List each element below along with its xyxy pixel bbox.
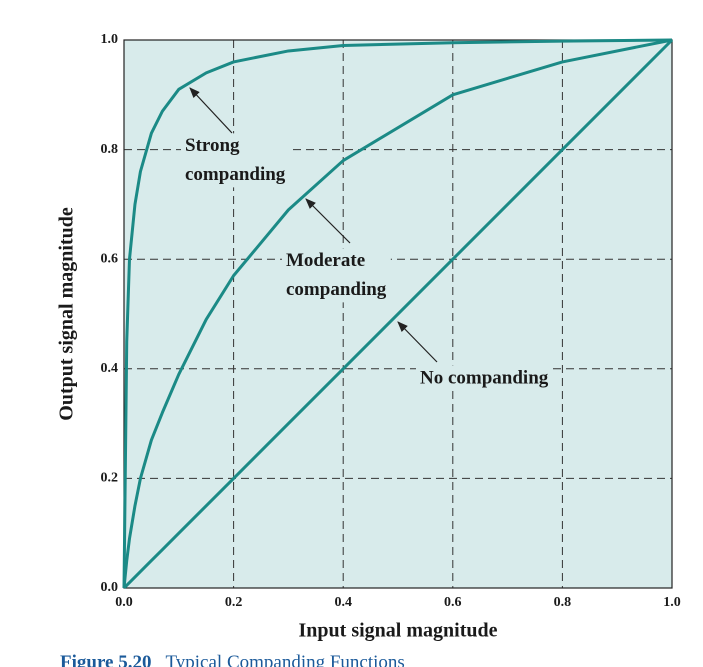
y-tick-label: 1.0 xyxy=(101,32,119,47)
plot-area: 0.0 0.2 0.4 0.6 0.8 1.0 0.0 0.2 0.4 0.6 0.8 1.0 Stro… xyxy=(101,32,681,610)
annotation-arrow xyxy=(189,87,233,134)
series-line xyxy=(122,38,673,589)
x-tick-label: 0.6 xyxy=(444,595,462,610)
x-tick-label: 0.2 xyxy=(225,595,243,610)
y-tick-label: 0.4 xyxy=(101,361,119,376)
y-axis-title: Output signal magnitude xyxy=(56,207,78,421)
series-line xyxy=(122,38,673,589)
y-tick-label: 0.2 xyxy=(101,471,119,486)
annotation: No companding xyxy=(420,367,549,388)
y-tick-label: 0.6 xyxy=(101,251,119,266)
annotation: Moderate companding xyxy=(286,250,387,300)
x-tick-label: 0.8 xyxy=(554,595,572,610)
series-line xyxy=(122,38,674,590)
x-tick-label: 0.0 xyxy=(115,595,133,610)
y-tick-label: 0.8 xyxy=(101,142,119,157)
x-axis-title: Input signal magnitude xyxy=(299,620,498,642)
annotation-background xyxy=(181,133,290,188)
y-tick-label: 0.0 xyxy=(101,580,119,595)
x-tick-label: 1.0 xyxy=(663,595,681,610)
plot-frame xyxy=(123,39,673,589)
annotation-background xyxy=(416,365,553,391)
annotation-arrow xyxy=(397,321,438,363)
x-tick-label: 0.4 xyxy=(334,595,352,610)
annotation-background xyxy=(282,248,391,303)
annotation: Strong companding xyxy=(185,135,286,185)
caption-text: Typical Companding Functions xyxy=(165,652,404,667)
caption: Figure 5.20 Typical Companding Functions xyxy=(60,652,405,667)
annotation-arrow xyxy=(305,198,351,244)
caption-number: Figure 5.20 xyxy=(60,652,151,667)
